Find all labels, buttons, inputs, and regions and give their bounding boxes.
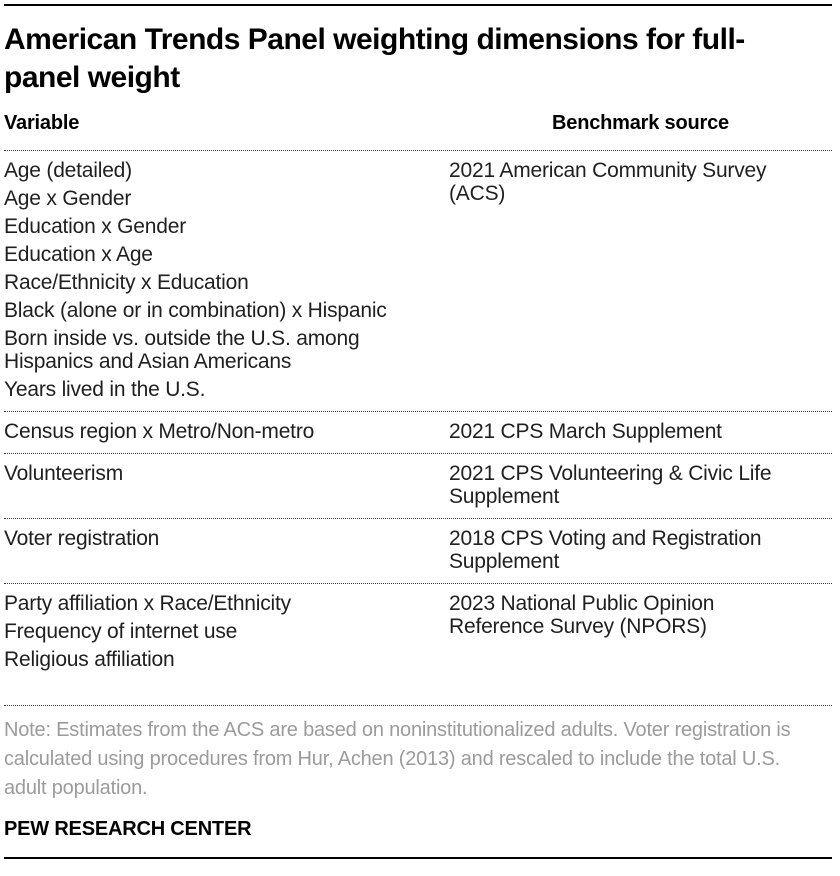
variable-item: Census region x Metro/Non-metro: [4, 420, 315, 443]
table-row: Volunteerism 2021 CPS Volunteering & Civ…: [4, 454, 832, 519]
benchmark-source-cell: 2018 CPS Voting and Registration Supplem…: [449, 527, 762, 573]
variable-item: Years lived in the U.S.: [4, 378, 206, 401]
bottom-rule: [4, 857, 832, 859]
benchmark-source-cell: 2021 CPS Volunteering & Civic Life Suppl…: [449, 462, 772, 508]
variable-item: Age (detailed): [4, 159, 132, 182]
table-row: Age (detailed) Age x Gender Education x …: [4, 151, 832, 412]
column-header-variable: Variable: [4, 112, 80, 134]
column-header-benchmark-source: Benchmark source: [552, 112, 729, 134]
variable-item: Race/Ethnicity x Education: [4, 271, 249, 294]
variable-item: Age x Gender: [4, 187, 132, 210]
variable-cell: Voter registration: [4, 527, 449, 550]
benchmark-source-cell: 2023 National Public Opinion Reference S…: [449, 592, 715, 638]
table-row: Party affiliation x Race/Ethnicity Frequ…: [4, 584, 832, 706]
table-row: Voter registration 2018 CPS Voting and R…: [4, 519, 832, 584]
top-rule: [4, 4, 832, 6]
variable-cell: Census region x Metro/Non-metro: [4, 420, 449, 443]
table-row: Census region x Metro/Non-metro 2021 CPS…: [4, 412, 832, 454]
benchmark-source-cell: 2021 CPS March Supplement: [449, 420, 722, 443]
variable-item: Education x Age: [4, 243, 153, 266]
variable-item: Volunteerism: [4, 462, 123, 485]
variable-item: Frequency of internet use: [4, 620, 238, 643]
footnote-text: Note: Estimates from the ACS are based o…: [4, 719, 791, 799]
variable-cell: Party affiliation x Race/Ethnicity Frequ…: [4, 592, 449, 671]
variable-item: Black (alone or in combination) x Hispan…: [4, 299, 387, 322]
variable-cell: Volunteerism: [4, 462, 449, 485]
variable-item: Religious affiliation: [4, 648, 175, 671]
variable-item: Born inside vs. outside the U.S. among H…: [4, 327, 360, 373]
table-header-row: Variable Benchmark source: [4, 112, 832, 151]
variable-item: Voter registration: [4, 527, 160, 550]
variable-cell: Age (detailed) Age x Gender Education x …: [4, 159, 449, 401]
page-title: American Trends Panel weighting dimensio…: [4, 23, 745, 94]
benchmark-source-cell: 2021 American Community Survey (ACS): [449, 159, 767, 205]
variable-item: Party affiliation x Race/Ethnicity: [4, 592, 291, 615]
source-attribution: PEW RESEARCH CENTER: [4, 818, 252, 840]
variable-item: Education x Gender: [4, 215, 187, 238]
